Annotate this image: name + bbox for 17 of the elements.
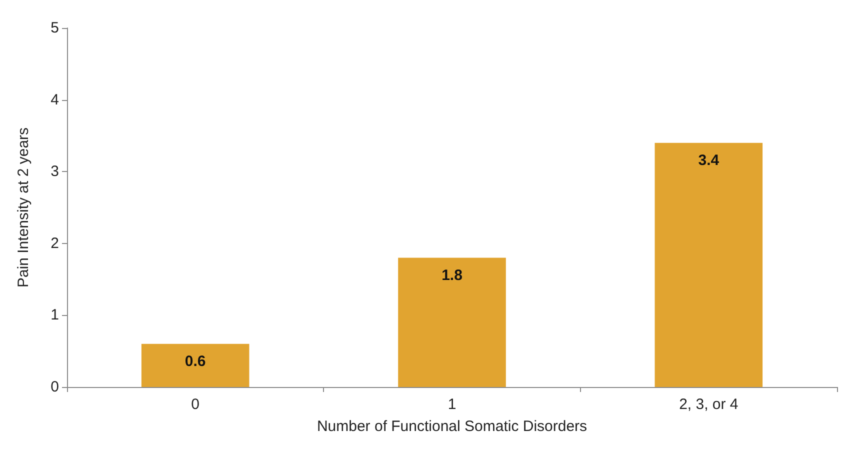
x-tick-label: 1 [448,396,456,413]
bar [141,344,250,387]
x-tick-label: 0 [191,396,200,413]
bar [398,258,506,387]
y-tick-label: 0 [50,378,59,396]
y-tick-label: 3 [50,163,59,180]
y-tick-label: 4 [50,91,59,108]
data-label: 3.4 [698,152,720,169]
y-tick-label: 2 [50,234,59,252]
data-label: 0.6 [184,352,206,370]
y-tick-label: 5 [50,20,59,36]
x-tick-label: 2, 3, or 4 [679,396,738,413]
y-axis-title: Pain Intensity at 2 years [15,127,32,288]
data-label: 1.8 [442,266,462,284]
bar [654,142,763,387]
x-axis-title: Number of Functional Somatic Disorders [316,418,588,435]
y-tick-label: 1 [50,306,59,324]
